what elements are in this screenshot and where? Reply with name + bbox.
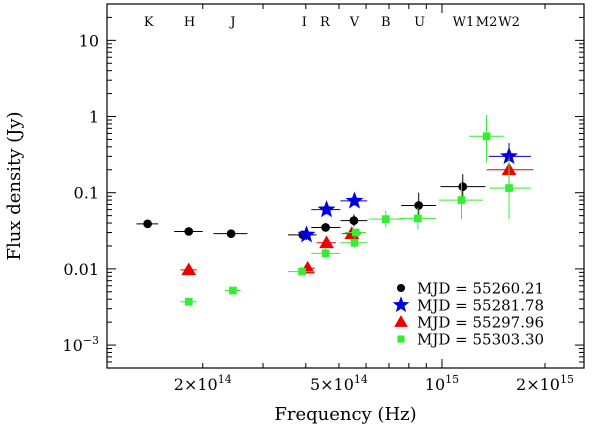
series-4 xyxy=(180,114,531,306)
data-point xyxy=(458,182,468,192)
band-label-b: B xyxy=(381,15,391,30)
data-point xyxy=(457,196,466,204)
legend-label: MJD = 55303.30 xyxy=(417,331,544,349)
legend-label: MJD = 55260.21 xyxy=(417,280,544,298)
y-axis-title: Flux density (Jy) xyxy=(4,111,25,260)
x-tick-mantissa: 2×10 xyxy=(174,375,218,394)
x-tick-mantissa: 2×10 xyxy=(516,375,560,394)
x-axis-title: Frequency (Hz) xyxy=(274,404,416,425)
band-label-r: R xyxy=(320,15,331,30)
band-label-w1: W1 xyxy=(453,15,475,30)
band-label-i: I xyxy=(302,15,307,30)
band-label-m2: M2 xyxy=(476,15,498,30)
band-label-j: J xyxy=(228,15,235,30)
band-label-u: U xyxy=(414,15,425,30)
data-point xyxy=(181,262,197,276)
x-tick-exponent: 15 xyxy=(445,373,459,386)
band-label-k: K xyxy=(144,15,154,30)
x-tick-exponent: 14 xyxy=(354,373,368,386)
data-point xyxy=(226,229,236,239)
data-point xyxy=(349,216,359,225)
data-series xyxy=(136,114,534,306)
legend-marker xyxy=(396,283,406,293)
band-label-w2: W2 xyxy=(498,15,520,30)
data-point xyxy=(482,132,491,141)
data-point xyxy=(317,200,336,218)
x-tick-mantissa: 5×10 xyxy=(310,375,354,394)
data-point xyxy=(414,201,424,210)
x-tick-exponent: 15 xyxy=(560,373,574,386)
data-point xyxy=(413,214,422,223)
data-point xyxy=(143,219,152,229)
data-point xyxy=(500,146,519,165)
y-tick-base: 10 xyxy=(62,336,82,355)
x-tick-mantissa: 10 xyxy=(425,375,445,394)
data-point xyxy=(505,184,513,192)
series-1 xyxy=(136,174,486,240)
data-point xyxy=(321,223,330,232)
data-point xyxy=(345,191,364,209)
x-tick-label: 1015 xyxy=(425,373,459,394)
data-point xyxy=(350,238,359,247)
x-tick-exponent: 14 xyxy=(218,373,232,386)
legend-label: MJD = 55281.78 xyxy=(417,297,544,315)
data-point xyxy=(381,215,390,223)
band-label-h: H xyxy=(184,15,195,30)
data-point xyxy=(351,228,360,237)
y-tick-label: 10 xyxy=(79,31,99,50)
band-labels: K H J I R V B U W1 M2 W2 xyxy=(144,15,520,30)
x-tick-label: 2×1015 xyxy=(516,373,574,394)
y-tick-label: 0.1 xyxy=(74,184,99,203)
data-point xyxy=(319,235,334,249)
axis-ticks xyxy=(107,3,584,369)
legend-label: MJD = 55297.96 xyxy=(417,314,544,332)
data-point xyxy=(298,267,306,276)
band-label-v: V xyxy=(349,15,360,30)
data-point xyxy=(184,297,193,306)
y-tick-label: 10−3 xyxy=(62,334,99,355)
data-point xyxy=(321,249,330,258)
y-tick-exponent: −3 xyxy=(83,334,99,347)
data-point xyxy=(297,225,316,243)
legend-marker xyxy=(397,335,405,343)
legend-marker xyxy=(394,315,408,327)
legend-marker xyxy=(392,296,410,313)
y-tick-label: 1 xyxy=(89,108,99,127)
data-point xyxy=(184,227,194,236)
x-tick-label: 5×1014 xyxy=(310,373,368,394)
x-tick-label: 2×1014 xyxy=(174,373,232,394)
y-tick-label: 0.01 xyxy=(63,260,99,279)
data-point xyxy=(229,286,237,295)
plot-frame xyxy=(106,3,585,369)
